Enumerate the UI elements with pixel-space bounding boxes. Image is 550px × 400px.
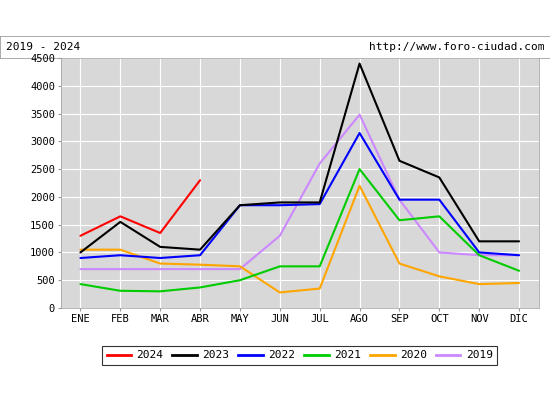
Text: Evolucion Nº Turistas Extranjeros en el municipio de Pedreguer: Evolucion Nº Turistas Extranjeros en el … (65, 12, 485, 24)
Legend: 2024, 2023, 2022, 2021, 2020, 2019: 2024, 2023, 2022, 2021, 2020, 2019 (102, 346, 497, 365)
Text: 2019 - 2024: 2019 - 2024 (6, 42, 80, 52)
Text: http://www.foro-ciudad.com: http://www.foro-ciudad.com (369, 42, 544, 52)
